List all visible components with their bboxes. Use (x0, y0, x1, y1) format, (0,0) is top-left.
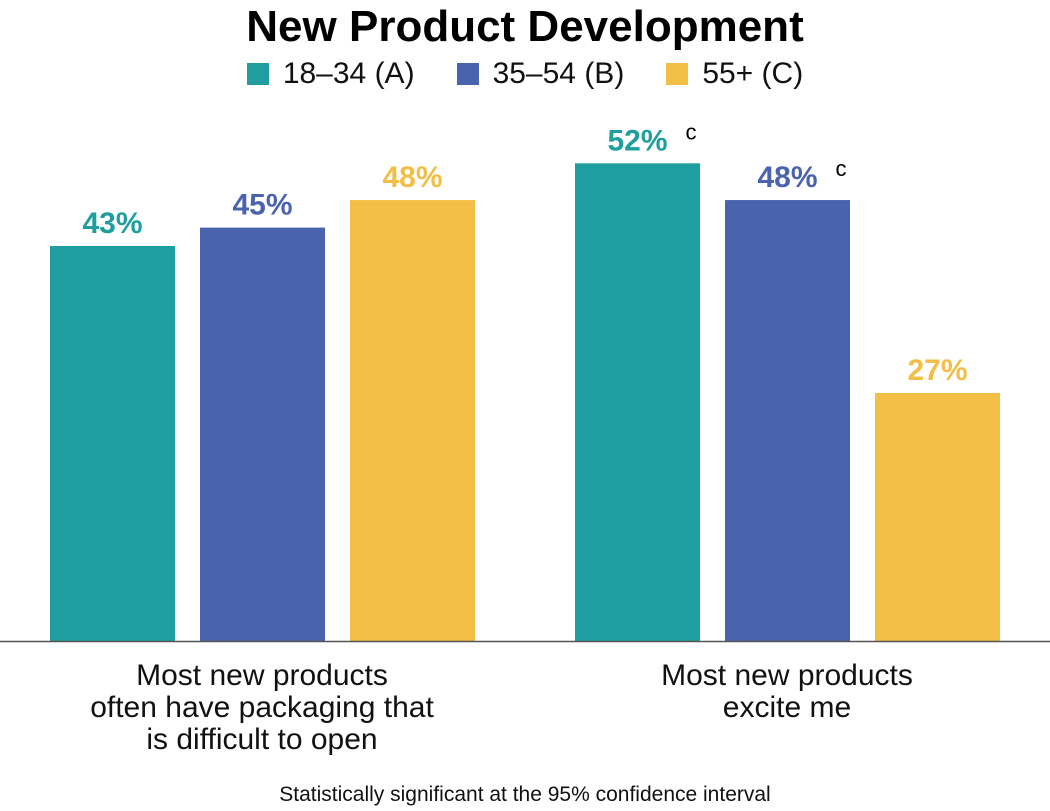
footnote: Statistically significant at the 95% con… (279, 783, 771, 806)
category-label-1: Most new products often have packaging t… (32, 660, 492, 756)
legend-label-a: 18–34 (A) (282, 57, 415, 90)
bar (725, 200, 850, 641)
legend-item-b: 35–54 (B) (456, 57, 625, 91)
data-label: 48% (382, 161, 442, 194)
legend-label-b: 35–54 (B) (492, 57, 625, 90)
legend-item-c: 55+ (C) (666, 57, 803, 91)
legend-item-a: 18–34 (A) (246, 57, 415, 91)
legend-label-c: 55+ (C) (702, 57, 804, 90)
category-label-line: excite me (722, 691, 852, 724)
category-label-line: often have packaging that (90, 691, 434, 724)
category-label-2: Most new products excite me (557, 660, 1017, 724)
significance-marker: c (836, 156, 847, 181)
data-label: 52% (607, 124, 667, 157)
data-label: 48% (757, 161, 817, 194)
data-label: 43% (82, 207, 142, 240)
data-label: 27% (907, 354, 967, 387)
bar (575, 163, 700, 641)
bar (350, 200, 475, 641)
data-label: 45% (232, 189, 292, 222)
significance-marker: c (686, 119, 697, 144)
category-label-line: Most new products (661, 659, 913, 692)
legend-swatch-b (456, 63, 479, 85)
chart-title: New Product Development (246, 2, 804, 51)
legend-swatch-a (246, 63, 269, 85)
legend: 18–34 (A) 35–54 (B) 55+ (C) (0, 57, 1050, 91)
legend-swatch-c (666, 63, 689, 85)
category-label-line: Most new products (136, 659, 388, 692)
category-label-line: is difficult to open (146, 723, 378, 756)
bar (875, 392, 1000, 641)
bar (50, 245, 175, 641)
bar (200, 227, 325, 641)
